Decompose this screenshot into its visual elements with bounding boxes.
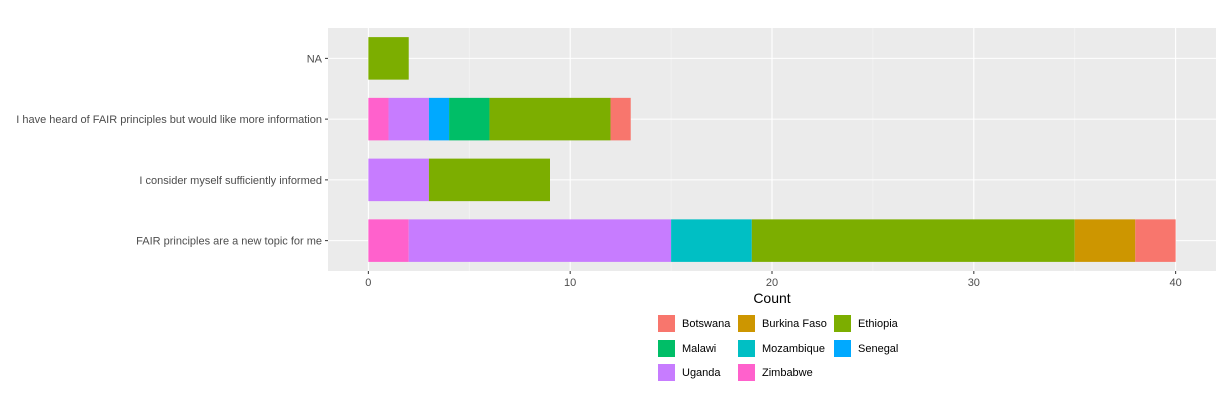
bar-segment-mozambique: [671, 219, 752, 262]
bar-segment-uganda: [408, 219, 672, 262]
x-tick-label: 30: [968, 277, 980, 289]
legend-key-botswana: [658, 315, 675, 332]
bar-segment-burkina-faso: [1074, 219, 1136, 262]
bar-segment-malawi: [449, 97, 490, 141]
legend-key-mozambique: [738, 340, 755, 357]
bar-segment-zimbabwe: [368, 97, 389, 141]
bar-segment-uganda: [368, 158, 429, 202]
legend-key-burkina-faso: [738, 315, 755, 332]
legend-label: Zimbabwe: [762, 367, 813, 379]
y-axis: FAIR principles are a new topic for me I …: [16, 53, 328, 248]
x-tick-label: 40: [1170, 277, 1182, 289]
legend-label: Burkina Faso: [762, 318, 827, 330]
x-tick-label: 20: [766, 277, 778, 289]
bar-segment-ethiopia: [751, 219, 1075, 262]
bars: [368, 37, 1176, 262]
x-axis: 0 10 20 30 40: [365, 271, 1182, 289]
legend-label: Botswana: [682, 318, 731, 330]
bar-segment-botswana: [610, 97, 631, 141]
legend-key-ethiopia: [834, 315, 851, 332]
legend-label: Malawi: [682, 343, 716, 355]
x-tick-label: 10: [564, 277, 576, 289]
legend-key-zimbabwe: [738, 364, 755, 381]
x-tick-label: 0: [365, 277, 371, 289]
y-tick-label: NA: [307, 53, 323, 65]
bar-segment-uganda: [388, 97, 429, 141]
legend-label: Uganda: [682, 367, 721, 379]
legend-key-senegal: [834, 340, 851, 357]
bar-segment-senegal: [428, 97, 450, 141]
bar-segment-ethiopia: [428, 158, 550, 202]
legend: Botswana Burkina Faso Ethiopia Malawi Mozamb…: [658, 315, 899, 381]
bar-segment-ethiopia: [489, 97, 611, 141]
legend-label: Mozambique: [762, 343, 825, 355]
bar-segment-botswana: [1135, 219, 1176, 262]
y-tick-label: FAIR principles are a new topic for me: [136, 236, 322, 248]
y-tick-label: I have heard of FAIR principles but woul…: [16, 114, 322, 126]
y-tick-label: I consider myself sufficiently informed: [139, 175, 322, 187]
legend-label: Ethiopia: [858, 318, 899, 330]
legend-key-malawi: [658, 340, 675, 357]
legend-label: Senegal: [858, 343, 898, 355]
bar-segment-zimbabwe: [368, 219, 409, 262]
x-axis-title: Count: [753, 290, 790, 306]
legend-key-uganda: [658, 364, 675, 381]
bar-segment-ethiopia: [368, 37, 409, 80]
